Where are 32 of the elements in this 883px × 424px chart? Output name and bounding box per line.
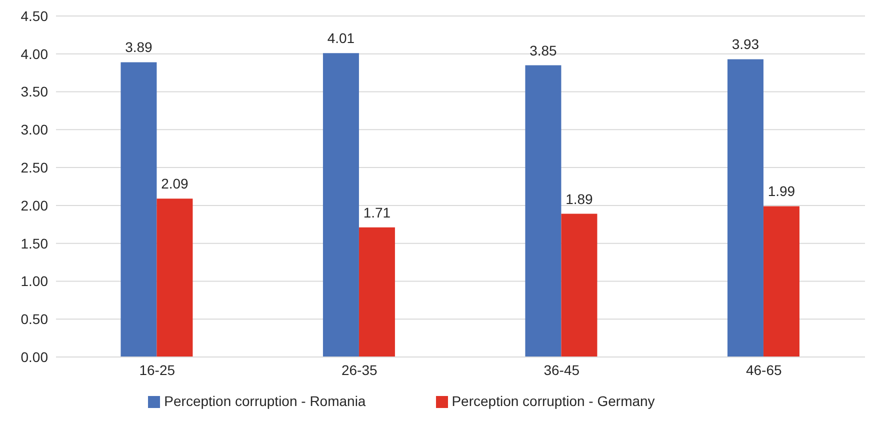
data-label: 1.89	[566, 190, 594, 207]
bar	[561, 214, 598, 357]
y-tick-label: 2.50	[20, 160, 48, 176]
legend-label: Perception corruption - Germany	[452, 393, 655, 409]
data-label: 1.99	[768, 183, 796, 200]
data-label: 4.01	[327, 30, 355, 46]
y-tick-label: 2.00	[20, 197, 48, 214]
bar	[763, 206, 800, 357]
bar	[156, 198, 193, 357]
data-label: 2.09	[161, 176, 189, 192]
data-label: 1.71	[363, 204, 391, 220]
y-tick-label: 4.00	[20, 46, 48, 62]
x-tick-label: 46-65	[746, 362, 782, 378]
bar	[727, 59, 764, 357]
y-tick-label: 1.50	[20, 235, 48, 252]
y-tick-label: 3.50	[20, 84, 48, 100]
data-label: 3.93	[732, 36, 760, 52]
data-label: 3.85	[530, 42, 558, 58]
data-label: 3.89	[125, 39, 153, 56]
bar	[322, 53, 359, 357]
y-tick-label: 0.00	[20, 348, 48, 365]
y-tick-label: 3.00	[20, 122, 48, 138]
x-tick-label: 26-35	[341, 362, 378, 378]
x-tick-label: 16-25	[139, 362, 176, 378]
bar	[358, 227, 395, 357]
y-tick-label: 1.00	[20, 273, 48, 290]
bar	[120, 62, 157, 357]
bar	[525, 65, 562, 357]
x-tick-label: 36-45	[544, 362, 580, 378]
legend-label: Perception corruption - Romania	[164, 393, 366, 409]
y-tick-label: 4.50	[20, 8, 48, 24]
y-tick-label: 0.50	[20, 311, 48, 328]
